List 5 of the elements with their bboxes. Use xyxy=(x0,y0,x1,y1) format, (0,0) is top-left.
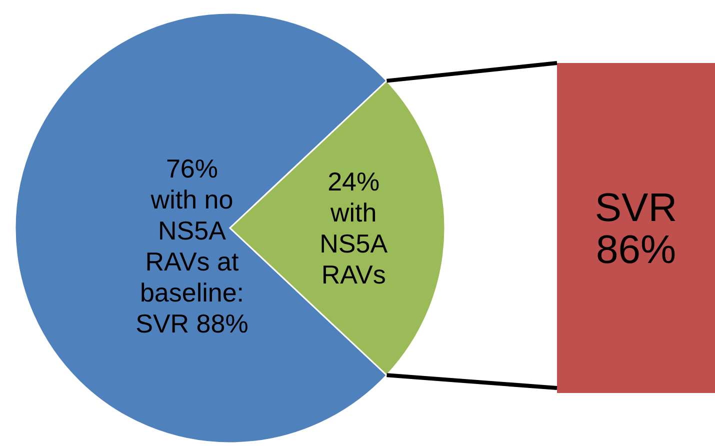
slice-label: with no NS5A RAVs at baseline: SVR 88% xyxy=(136,184,248,338)
data-label: 76% xyxy=(166,154,218,184)
data-label: 24% xyxy=(328,166,380,196)
text: SVR 86% xyxy=(594,186,678,272)
slice-label: with NS5A RAVs xyxy=(320,198,388,290)
